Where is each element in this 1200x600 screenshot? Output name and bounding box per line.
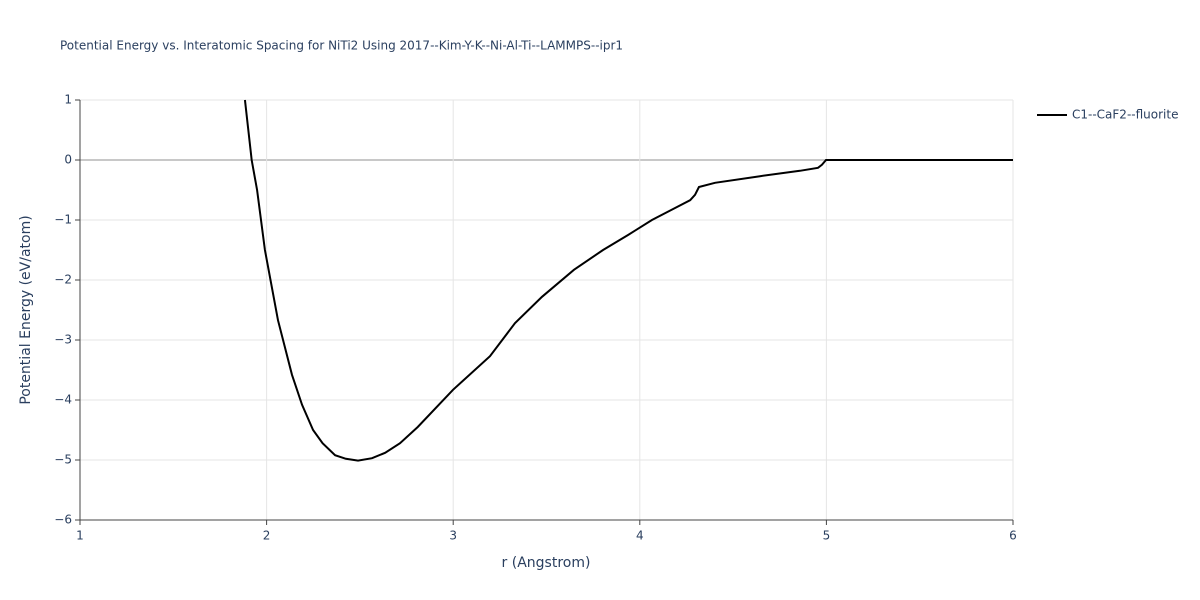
y-tick-label: −3 — [54, 333, 72, 347]
y-tick-label: 1 — [64, 93, 72, 107]
y-tick-label: −1 — [54, 213, 72, 227]
x-tick-label: 5 — [823, 529, 831, 543]
x-tick-label: 1 — [76, 529, 84, 543]
y-tick-label: 0 — [64, 153, 72, 167]
y-tick-label: −6 — [54, 513, 72, 527]
legend-label: C1--CaF2--fluorite — [1072, 108, 1178, 122]
y-tick-label: −4 — [54, 393, 72, 407]
x-tick-label: 2 — [263, 529, 271, 543]
x-tick-label: 3 — [449, 529, 457, 543]
x-axis-title: r (Angstrom) — [502, 555, 591, 571]
y-axis-title: Potential Energy (eV/atom) — [18, 215, 34, 404]
y-tick-label: −5 — [54, 453, 72, 467]
x-tick-label: 4 — [636, 529, 644, 543]
line-series — [243, 99, 1013, 462]
chart-title: Potential Energy vs. Interatomic Spacing… — [60, 39, 623, 53]
x-tick-label: 6 — [1009, 529, 1017, 543]
y-tick-label: −2 — [54, 273, 72, 287]
